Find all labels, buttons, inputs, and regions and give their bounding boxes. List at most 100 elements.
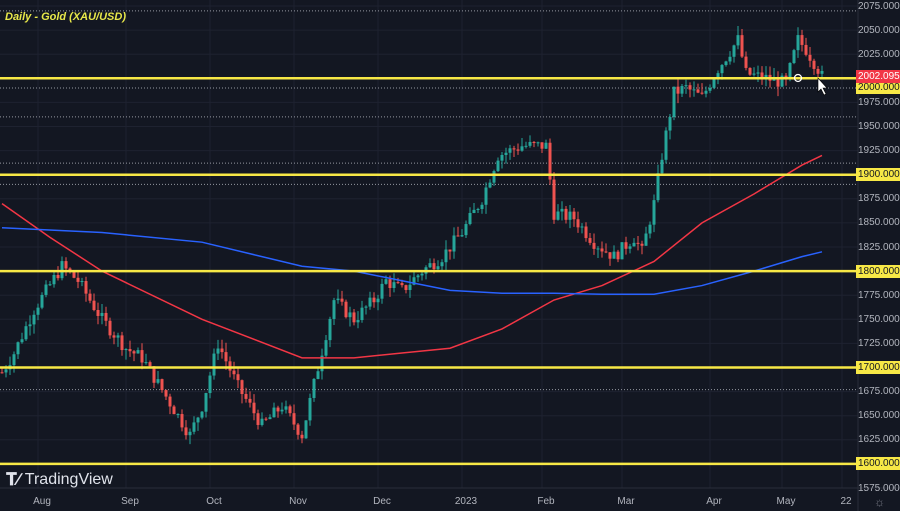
candle-body — [796, 35, 800, 51]
candle-body — [652, 200, 656, 225]
candle-body — [32, 314, 36, 325]
candle-body — [812, 60, 816, 69]
candle-body — [664, 130, 668, 160]
candle-body — [400, 283, 404, 286]
candle-body — [364, 306, 368, 308]
candle-body — [432, 263, 436, 270]
candle-body — [564, 208, 568, 220]
candle-body — [708, 87, 712, 91]
price-tick-label: 1950.000 — [858, 121, 900, 132]
candle-body — [552, 179, 556, 220]
candle-body — [384, 279, 388, 284]
candle-body — [180, 414, 184, 428]
candle-body — [612, 251, 616, 259]
arrow-cursor-icon — [817, 77, 828, 96]
candle-body — [732, 45, 736, 57]
candle-body — [752, 73, 756, 75]
time-tick-label: May — [776, 496, 796, 507]
candle-body — [188, 431, 192, 436]
candle-body — [300, 434, 304, 439]
candle-body — [292, 413, 296, 425]
candle-body — [568, 211, 572, 220]
candle-body — [236, 374, 240, 381]
candle-body — [56, 274, 60, 279]
candle-body — [504, 152, 508, 155]
candle-body — [132, 351, 136, 354]
candle-body — [640, 243, 644, 246]
candle-body — [580, 226, 584, 228]
candle-body — [716, 73, 720, 80]
candle-body — [560, 208, 564, 212]
candle-body — [712, 79, 716, 88]
candle-body — [616, 251, 620, 260]
candle-body — [608, 252, 612, 259]
candle-body — [672, 86, 676, 118]
candle-body — [336, 298, 340, 301]
candle-body — [556, 211, 560, 220]
candle-body — [12, 354, 16, 366]
candle-body — [572, 211, 576, 220]
time-tick-label: Oct — [206, 496, 222, 507]
candle-body — [576, 219, 580, 228]
moving-average-line-blue — [1, 226, 823, 295]
gear-icon[interactable]: ☼ — [874, 495, 885, 509]
candle-body — [704, 90, 708, 94]
candle-body — [748, 67, 752, 75]
candle-body — [500, 154, 504, 161]
candle-body — [268, 417, 272, 420]
candle-body — [256, 413, 260, 425]
time-tick-label: Dec — [373, 496, 391, 507]
candle-body — [112, 335, 116, 338]
candle-body — [392, 282, 396, 288]
candle-body — [196, 417, 200, 423]
candle-body — [224, 352, 228, 362]
candle-body — [492, 171, 496, 183]
candle-body — [260, 418, 264, 425]
candle-body — [676, 86, 680, 94]
candle-body — [244, 394, 248, 399]
candle-body — [584, 226, 588, 239]
candle-body — [368, 297, 372, 307]
candle-body — [344, 301, 348, 318]
candle-body — [48, 284, 52, 286]
candle-body — [148, 362, 152, 367]
price-tick-label: 1750.000 — [858, 313, 900, 325]
time-tick-label: 2023 — [454, 496, 478, 507]
candle-body — [720, 65, 724, 74]
candle-body — [64, 261, 68, 269]
price-tick-label: 2075.000 — [858, 0, 900, 12]
candle-body — [172, 406, 176, 415]
candle-body — [208, 375, 212, 394]
candle-body — [588, 238, 592, 243]
candle-body — [444, 249, 448, 263]
candle-body — [168, 396, 172, 407]
candle-body — [204, 393, 208, 412]
candle-body — [736, 35, 740, 46]
candle-body — [744, 56, 748, 68]
candle-body — [404, 285, 408, 290]
candle-body — [388, 279, 392, 288]
candle-body — [88, 293, 92, 301]
level-price-label: 1800.000 — [856, 264, 900, 278]
time-tick-label: Apr — [706, 496, 722, 507]
candle-body — [820, 70, 824, 74]
chart-title: Daily - Gold (XAU/USD) — [5, 11, 127, 23]
candle-body — [688, 85, 692, 90]
candle-body — [312, 378, 316, 398]
level-price-label: 1900.000 — [856, 168, 900, 182]
candle-body — [164, 390, 168, 397]
candle-body — [104, 312, 108, 321]
candle-body — [668, 117, 672, 131]
candle-body — [212, 353, 216, 376]
price-tick-label: 1675.000 — [858, 386, 900, 398]
candle-body — [508, 148, 512, 153]
candle-body — [448, 249, 452, 252]
current-price-label: 2002.095 — [856, 69, 900, 83]
price-tick-label: 1825.000 — [858, 241, 900, 253]
candle-body — [520, 146, 524, 151]
candle-body — [272, 407, 276, 418]
candle-body — [512, 148, 516, 150]
candle-body — [304, 420, 308, 439]
